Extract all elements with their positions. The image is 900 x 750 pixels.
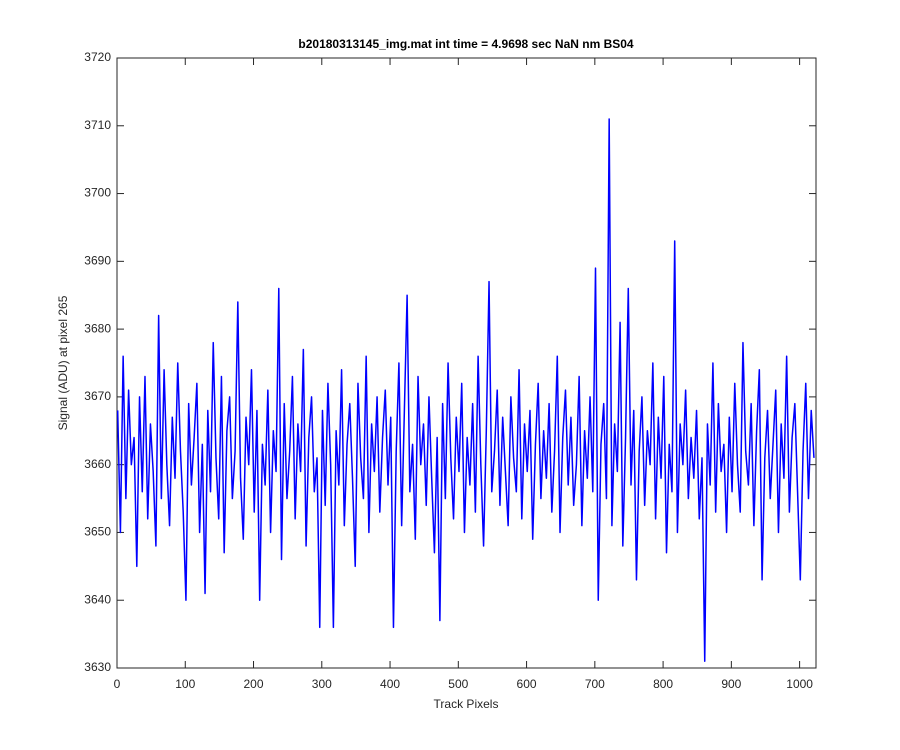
y-tick-label: 3680 xyxy=(84,321,111,335)
data-line xyxy=(116,118,815,662)
y-tick-label: 3670 xyxy=(84,389,111,403)
x-tick-label: 1000 xyxy=(786,677,813,691)
x-tick-label: 0 xyxy=(114,677,121,691)
y-tick-label: 3640 xyxy=(84,592,111,606)
y-tick-label: 3710 xyxy=(84,118,111,132)
x-tick-label: 300 xyxy=(312,677,332,691)
x-axis-label: Track Pixels xyxy=(434,697,499,711)
x-tick-label: 600 xyxy=(517,677,537,691)
x-tick-label: 700 xyxy=(585,677,605,691)
plot-box xyxy=(116,57,817,669)
x-tick-label: 900 xyxy=(721,677,741,691)
y-tick-label: 3720 xyxy=(84,50,111,64)
x-tick-label: 400 xyxy=(380,677,400,691)
y-tick-label: 3650 xyxy=(84,525,111,539)
y-tick-label: 3700 xyxy=(84,186,111,200)
y-tick-label: 3690 xyxy=(84,254,111,268)
y-tick-label: 3660 xyxy=(84,457,111,471)
x-tick-label: 100 xyxy=(175,677,195,691)
chart-title: b20180313145_img.mat int time = 4.9698 s… xyxy=(298,37,634,51)
x-tick-label: 500 xyxy=(448,677,468,691)
y-axis-label: Signal (ADU) at pixel 265 xyxy=(56,295,70,430)
y-tick-label: 3630 xyxy=(84,660,111,674)
x-tick-label: 200 xyxy=(244,677,264,691)
x-tick-label: 800 xyxy=(653,677,673,691)
